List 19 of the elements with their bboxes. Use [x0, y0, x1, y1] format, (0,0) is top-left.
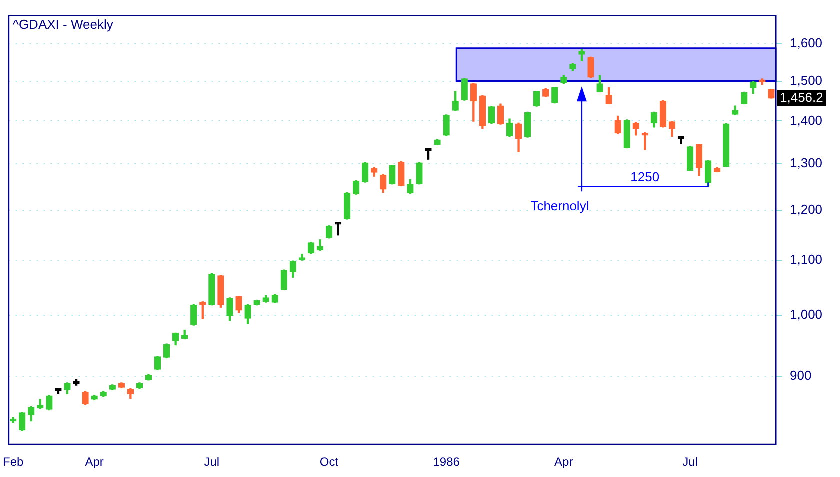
chart-title: ^GDAXI - Weekly — [12, 16, 114, 32]
y-tick-label: 1,600 — [790, 36, 823, 51]
annotation: Tchernolyl — [530, 198, 590, 214]
y-tick-label: 1,200 — [790, 202, 823, 217]
y-tick-label: 1,300 — [790, 156, 823, 171]
x-tick-label: 1986 — [433, 455, 460, 470]
y-tick-label: 900 — [790, 368, 812, 384]
y-tick-label: 1,100 — [790, 252, 823, 268]
y-tick-label: 1,500 — [790, 72, 823, 88]
x-tick-label: Oct — [320, 455, 340, 470]
x-tick-label: Feb — [3, 455, 24, 470]
ref-line-label: 1250 — [630, 170, 660, 185]
x-tick-label: Apr — [85, 455, 104, 470]
text: 1,456.2 — [780, 90, 824, 106]
x-tick-label: Apr — [554, 455, 574, 470]
x-tick-label: Jul — [204, 455, 220, 470]
x-tick-label: Jul — [682, 455, 698, 470]
y-tick-label: 1,000 — [790, 307, 823, 322]
y-tick-label: 1,400 — [790, 112, 823, 128]
